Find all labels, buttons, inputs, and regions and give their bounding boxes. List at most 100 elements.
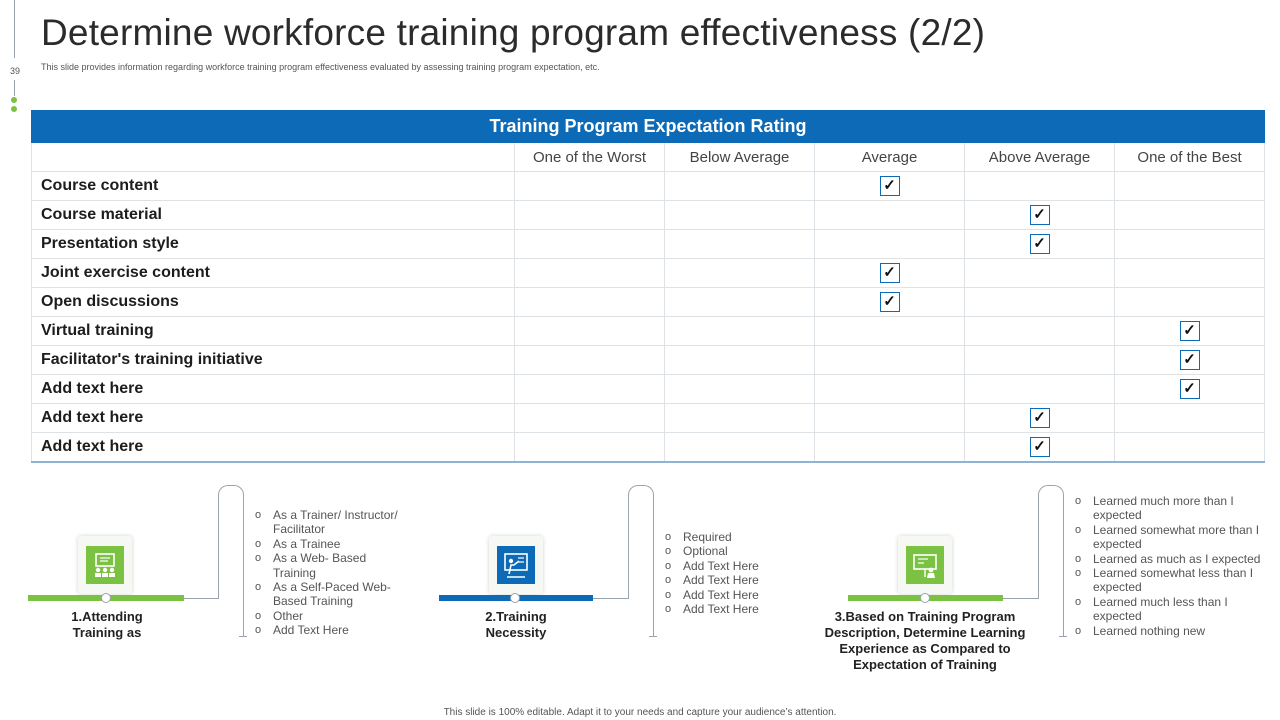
row-label: Add text here [31,432,515,463]
option-item: Learned as much as I expected [1075,552,1265,567]
rating-cell [964,374,1115,404]
option-item: Learned somewhat less than I expected [1075,566,1265,595]
checkbox-checked-icon: ✓ [879,263,900,283]
rating-cell [1113,258,1266,288]
row-label: Facilitator's training initiative [31,345,515,375]
rating-cell [964,258,1115,288]
row-label: Course content [31,171,515,201]
classroom-icon [86,546,124,584]
rating-cell [1113,229,1266,259]
step-2-knob [510,593,520,603]
option-item: As a Self-Paced Web- Based Training [255,580,405,609]
rating-cell: ✓ [964,200,1115,230]
option-item: Add Text Here [665,559,805,574]
rating-table: Training Program Expectation Rating One … [30,110,1266,463]
rating-cell: ✓ [814,258,965,288]
rating-cell: ✓ [964,403,1115,433]
rating-cell [664,374,815,404]
option-item: Add Text Here [255,623,405,638]
step-3-label: 3.Based on Training Program Description,… [824,609,1026,672]
step-1-options: As a Trainer/ Instructor/ Facilitator As… [255,508,405,638]
rating-cell: ✓ [1113,345,1266,375]
column-header-row: One of the Worst Below Average Average A… [31,142,1266,172]
step-1-tick [239,636,247,637]
checkbox-checked-icon: ✓ [1029,436,1050,457]
rating-cell: ✓ [814,171,965,201]
rating-cell [964,316,1115,346]
rating-cell [814,200,965,230]
step-3-icon-box [898,536,952,594]
rating-cell [1113,403,1266,433]
rating-cell [964,345,1115,375]
table-row: Add text here ✓ [31,374,1266,404]
column-header-empty [31,142,515,172]
table-row: Facilitator's training initiative ✓ [31,345,1266,375]
checkbox-checked-icon: ✓ [1029,408,1050,428]
step-1-stem [243,598,244,636]
row-label: Presentation style [31,229,515,259]
rating-cell: ✓ [814,287,965,317]
rating-cell [664,432,815,463]
rating-cell [664,403,815,433]
table-row: Add text here ✓ [31,403,1266,433]
side-dot [11,106,17,112]
rating-cell [664,200,815,230]
step-1-label: 1.Attending Training as [71,609,143,640]
rating-cell [964,287,1115,317]
step-2-bracket [628,485,654,599]
rating-cell [814,345,965,375]
row-label: Virtual training [31,316,515,346]
training-board-icon [906,546,944,584]
side-dot [11,97,17,103]
step-3-tick [1059,636,1067,637]
table-header: Training Program Expectation Rating [30,110,1266,143]
side-accent-line-lower [14,80,15,96]
step-3-knob [920,593,930,603]
step-1-bracket [218,485,244,599]
rating-cell [514,287,665,317]
page-title: Determine workforce training program eff… [41,12,986,53]
rating-cell: ✓ [1113,316,1266,346]
rating-cell: ✓ [964,229,1115,259]
step-3-connector [1003,598,1039,599]
row-label: Joint exercise content [31,258,515,288]
column-header-average: Average [814,142,965,172]
rating-cell: ✓ [964,432,1115,463]
rating-cell [514,432,665,463]
column-header-above-average: Above Average [964,142,1115,172]
rating-cell [664,258,815,288]
rating-cell [1113,171,1266,201]
rating-cell [664,287,815,317]
checkbox-checked-icon: ✓ [1029,205,1050,225]
rating-cell [814,229,965,259]
step-3-bracket [1038,485,1064,599]
rating-cell [514,374,665,404]
option-item: Learned much more than I expected [1075,494,1265,523]
option-item: As a Web- Based Training [255,551,405,580]
checkbox-checked-icon: ✓ [1179,321,1200,341]
rating-cell [814,316,965,346]
checkbox-checked-icon: ✓ [1179,350,1200,370]
step-2-icon-box [489,536,543,594]
checkbox-checked-icon: ✓ [1029,234,1050,254]
step-2-label: 2.Training Necessity [485,609,547,640]
option-item: Required [665,530,805,545]
option-item: Add Text Here [665,602,805,617]
step-3-stem [1063,598,1064,636]
checkbox-checked-icon: ✓ [1179,379,1200,399]
rating-cell [514,229,665,259]
table-row: Virtual training ✓ [31,316,1266,346]
step-2-options: Required Optional Add Text Here Add Text… [665,530,805,617]
rating-cell [514,316,665,346]
step-2-tick [649,636,657,637]
rating-cell [664,316,815,346]
rating-cell [514,258,665,288]
option-item: Add Text Here [665,588,805,603]
row-label: Open discussions [31,287,515,317]
rating-cell [664,345,815,375]
row-label: Add text here [31,403,515,433]
page-number: 39 [9,66,20,76]
rating-cell [814,403,965,433]
rating-cell [514,345,665,375]
column-header-best: One of the Best [1113,142,1266,172]
